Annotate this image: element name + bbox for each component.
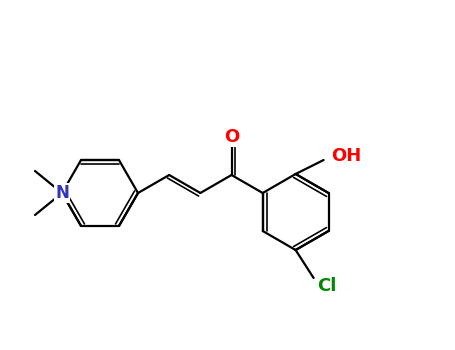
Text: OH: OH [332, 147, 362, 165]
Text: Cl: Cl [318, 277, 337, 295]
Text: N: N [55, 184, 69, 202]
Text: O: O [224, 128, 239, 146]
